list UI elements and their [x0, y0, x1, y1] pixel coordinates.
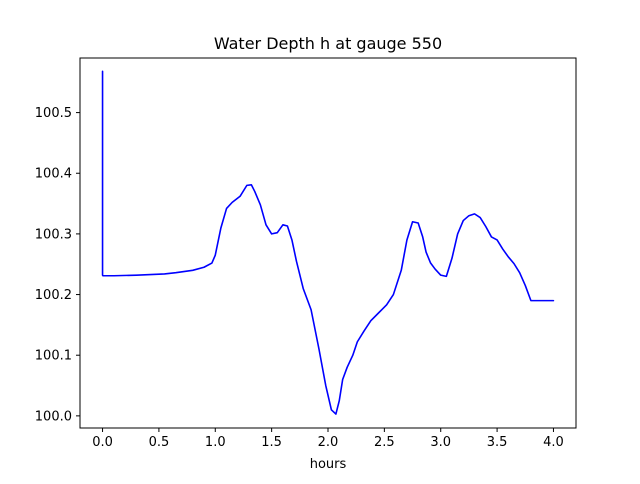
y-tick-label: 100.5 [35, 106, 72, 121]
x-tick-label: 1.0 [205, 435, 226, 450]
x-tick-label: 2.0 [318, 435, 339, 450]
plot-layer [101, 70, 555, 415]
x-tick-label: 4.0 [543, 435, 564, 450]
y-tick-label: 100.0 [35, 409, 72, 424]
y-tick-label: 100.4 [35, 167, 72, 182]
y-tick-label: 100.1 [35, 349, 72, 364]
axis-layer: 0.0 0.5 1.0 1.5 2.0 2.5 3.0 3.5 4.0 100.0 100.1 100… [35, 106, 564, 450]
x-axis-label: hours [310, 457, 347, 472]
x-tick-label: 1.5 [261, 435, 282, 450]
y-tick-label: 100.2 [35, 288, 72, 303]
x-tick-label: 0.5 [149, 435, 170, 450]
chart-title: Water Depth h at gauge 550 [214, 34, 442, 53]
x-tick-label: 2.5 [374, 435, 395, 450]
x-tick-label: 3.5 [487, 435, 508, 450]
series-line-0 [101, 70, 555, 415]
x-tick-label: 3.0 [430, 435, 451, 450]
plot-frame [79, 57, 577, 429]
x-tick-label: 0.0 [92, 435, 113, 450]
y-tick-label: 100.3 [35, 227, 72, 242]
